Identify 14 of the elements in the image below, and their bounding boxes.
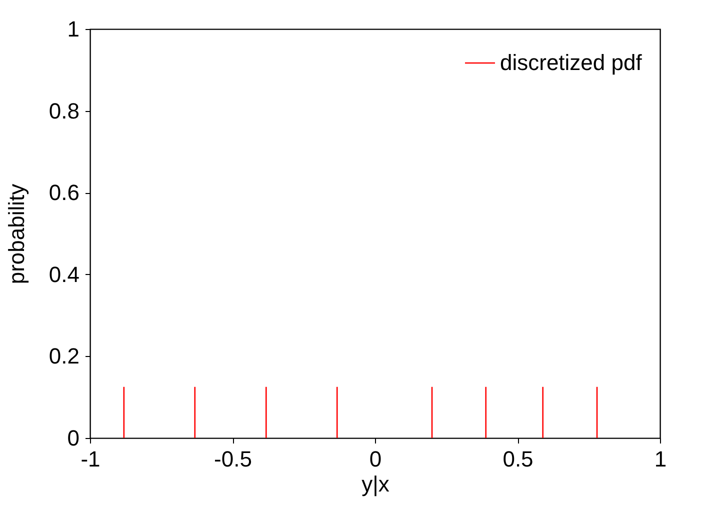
y-tick-label: 0.8 (48, 98, 80, 124)
y-tick-label: 1 (67, 16, 80, 42)
x-tick-label: 0.5 (502, 446, 534, 472)
x-tick-label: -0.5 (214, 446, 252, 472)
x-axis-title: y|x (362, 472, 390, 496)
legend-label: discretized pdf (500, 50, 643, 75)
y-tick-label: 0.4 (48, 262, 80, 287)
x-tick-label: -1 (80, 446, 100, 472)
x-tick-label: 0 (369, 446, 382, 472)
y-tick-label: 0.6 (48, 180, 80, 206)
y-tick-label: 0 (67, 426, 80, 450)
y-axis-title: probability (4, 184, 29, 284)
x-tick-label: 1 (654, 446, 667, 472)
y-tick-label: 0.2 (48, 344, 80, 369)
